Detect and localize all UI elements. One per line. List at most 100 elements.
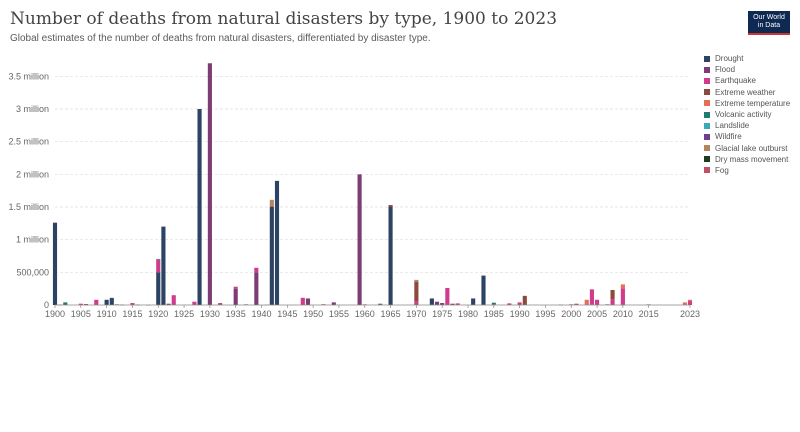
logo-line-2: in Data [757,22,781,29]
bar [233,286,238,289]
x-tick-label: 1970 [406,309,426,319]
bar [682,302,687,305]
x-tick-label: 2023 [680,309,700,319]
bar [491,302,496,305]
bar [156,258,161,260]
x-tick-label: 2005 [587,309,607,319]
legend-swatch [704,100,710,107]
legend-item[interactable]: Earthquake [704,75,790,86]
bar [687,301,693,305]
bar [207,63,212,306]
legend-label: Wildfire [715,132,742,142]
legend-label: Glacial lake outburst [715,143,788,153]
bar [130,303,135,305]
bar [192,301,197,305]
bar [620,284,625,289]
legend-label: Fog [715,165,729,175]
bar [450,303,455,305]
bar [414,301,419,305]
legend-label: Volcanic activity [715,110,772,120]
bar [455,303,460,305]
x-tick-label: 1905 [71,309,91,319]
x-tick-label: 1925 [174,309,194,319]
bar [434,301,440,305]
legend-swatch [704,167,710,174]
bar [414,281,419,302]
bar [388,205,393,207]
legend-item[interactable]: Glacial lake outburst [704,143,790,154]
x-tick-label: 1930 [200,309,220,319]
bar [305,298,311,305]
bar [254,272,259,305]
x-tick-label: 1985 [484,309,504,319]
bar [109,298,114,305]
legend-swatch [704,111,710,118]
legend-item[interactable]: Extreme weather [704,87,790,98]
x-tick-label: 1920 [148,309,168,319]
legend-swatch [704,145,710,152]
legend-item[interactable]: Flood [704,64,790,75]
bar [414,279,419,282]
legend-label: Extreme temperature [715,98,791,108]
bar [429,298,434,305]
x-tick-label: 1995 [535,309,555,319]
legend-swatch [704,66,710,73]
legend-item[interactable]: Volcanic activity [704,109,790,120]
bar [156,259,161,273]
bar [156,272,161,305]
bar [574,303,579,305]
bar [388,207,393,305]
x-tick-label: 1940 [251,309,271,319]
x-tick-label: 1915 [122,309,142,319]
chart-subtitle: Global estimates of the number of deaths… [10,33,431,44]
bar [517,302,522,305]
x-tick-label: 1910 [97,309,117,319]
bar [269,207,274,305]
x-tick-label: 1955 [329,309,349,319]
legend-item[interactable]: Dry mass movement [704,154,790,165]
x-tick-label: 1900 [45,309,65,319]
y-tick-label: 3.5 million [8,71,49,81]
y-tick-label: 1 million [16,235,49,245]
bar [78,303,83,305]
chart-title: Number of deaths from natural disasters … [10,9,558,29]
bar [331,302,336,305]
bar [357,174,362,305]
legend-item[interactable]: Fog [704,165,790,176]
bar [83,304,89,305]
x-tick-label: 1960 [355,309,375,319]
legend-item[interactable]: Landslide [704,120,790,131]
legend-label: Landslide [715,121,750,131]
y-tick-label: 2.5 million [8,137,49,147]
bar [274,180,280,305]
bar [166,303,171,305]
legend-swatch [704,122,710,129]
legend-swatch [704,156,710,163]
legend-label: Extreme weather [715,87,776,97]
legend-swatch [704,77,710,84]
legend-swatch [704,133,710,140]
x-tick-label: 1975 [432,309,452,319]
bar [687,299,693,302]
bar [63,302,68,305]
bar [94,299,99,305]
legend: Drought Flood Earthquake Extreme weather Ext… [704,53,790,176]
legend-swatch [704,55,710,62]
x-tick-label: 2010 [613,309,633,319]
x-tick-label: 1990 [510,309,530,319]
owid-logo[interactable]: Our World in Data [748,11,790,35]
y-tick-label: 2 million [16,169,49,179]
bar [471,298,476,305]
legend-item[interactable]: Drought [704,53,790,64]
bar [610,289,615,300]
y-tick-label: 3 million [16,104,49,114]
bar [522,295,527,305]
bar [595,299,600,305]
legend-item[interactable]: Wildfire [704,131,790,142]
bar [269,199,274,207]
bar [197,109,202,305]
legend-item[interactable]: Extreme temperature [704,98,790,109]
bar [440,303,445,305]
bar [109,297,114,299]
